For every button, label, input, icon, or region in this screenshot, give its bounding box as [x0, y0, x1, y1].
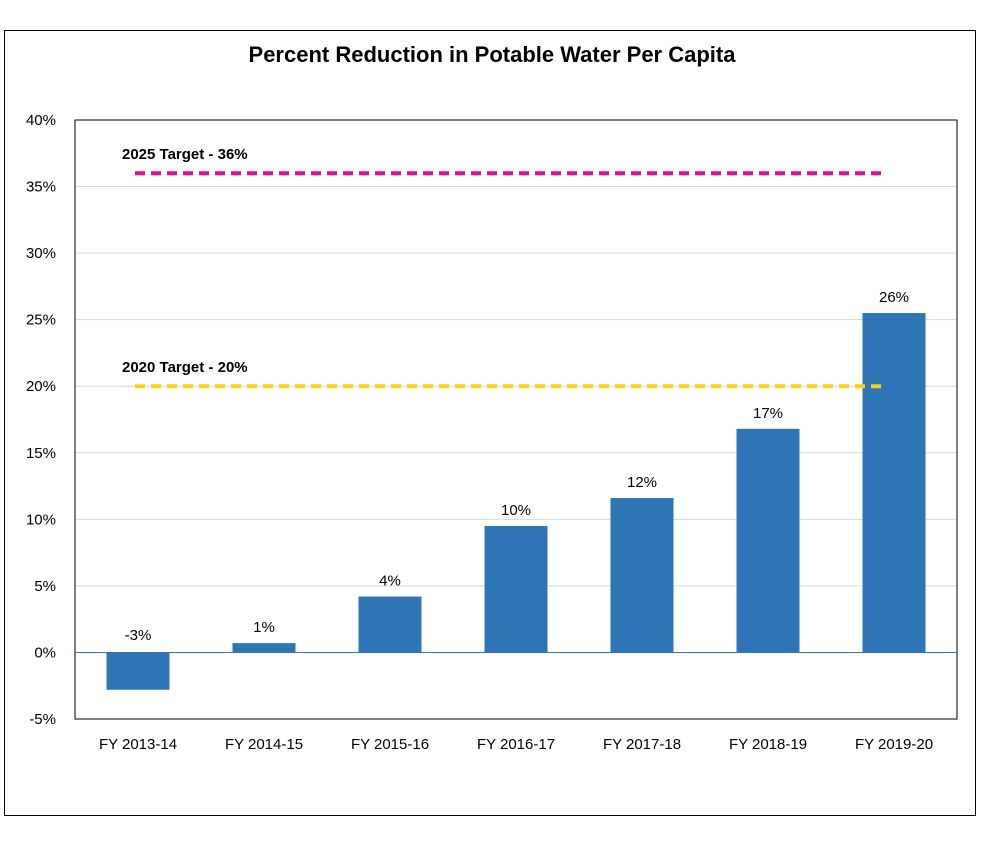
- data-label: 26%: [879, 289, 909, 306]
- x-tick-label: FY 2017-18: [603, 736, 681, 753]
- x-tick-label: FY 2013-14: [99, 736, 177, 753]
- data-label: -3%: [125, 627, 152, 644]
- chart-title: Percent Reduction in Potable Water Per C…: [248, 42, 736, 67]
- bar: [484, 525, 548, 653]
- y-tick-label: 0%: [34, 644, 56, 661]
- bar: [610, 498, 674, 653]
- target-label: 2020 Target - 20%: [122, 359, 248, 376]
- bar: [106, 652, 170, 690]
- y-tick-label: 30%: [26, 245, 56, 262]
- bar: [358, 596, 422, 653]
- x-tick-label: FY 2018-19: [729, 736, 807, 753]
- y-tick-label: 5%: [34, 578, 56, 595]
- y-tick-label: 10%: [26, 511, 56, 528]
- data-label: 12%: [627, 474, 657, 491]
- y-tick-label: -5%: [29, 711, 56, 728]
- y-tick-label: 20%: [26, 378, 56, 395]
- bar: [862, 313, 926, 653]
- x-tick-label: FY 2016-17: [477, 736, 555, 753]
- data-label: 4%: [379, 573, 401, 590]
- y-tick-label: 40%: [26, 112, 56, 129]
- data-label: 17%: [753, 405, 783, 422]
- bar: [232, 643, 296, 653]
- x-tick-label: FY 2014-15: [225, 736, 303, 753]
- y-tick-label: 25%: [26, 312, 56, 329]
- bar: [736, 428, 800, 653]
- x-tick-label: FY 2019-20: [855, 736, 933, 753]
- plot-area: [74, 119, 958, 720]
- data-label: 1%: [253, 619, 275, 636]
- y-tick-label: 35%: [26, 179, 56, 196]
- x-tick-label: FY 2015-16: [351, 736, 429, 753]
- data-label: 10%: [501, 502, 531, 519]
- target-label: 2025 Target - 36%: [122, 146, 248, 163]
- y-tick-label: 15%: [26, 445, 56, 462]
